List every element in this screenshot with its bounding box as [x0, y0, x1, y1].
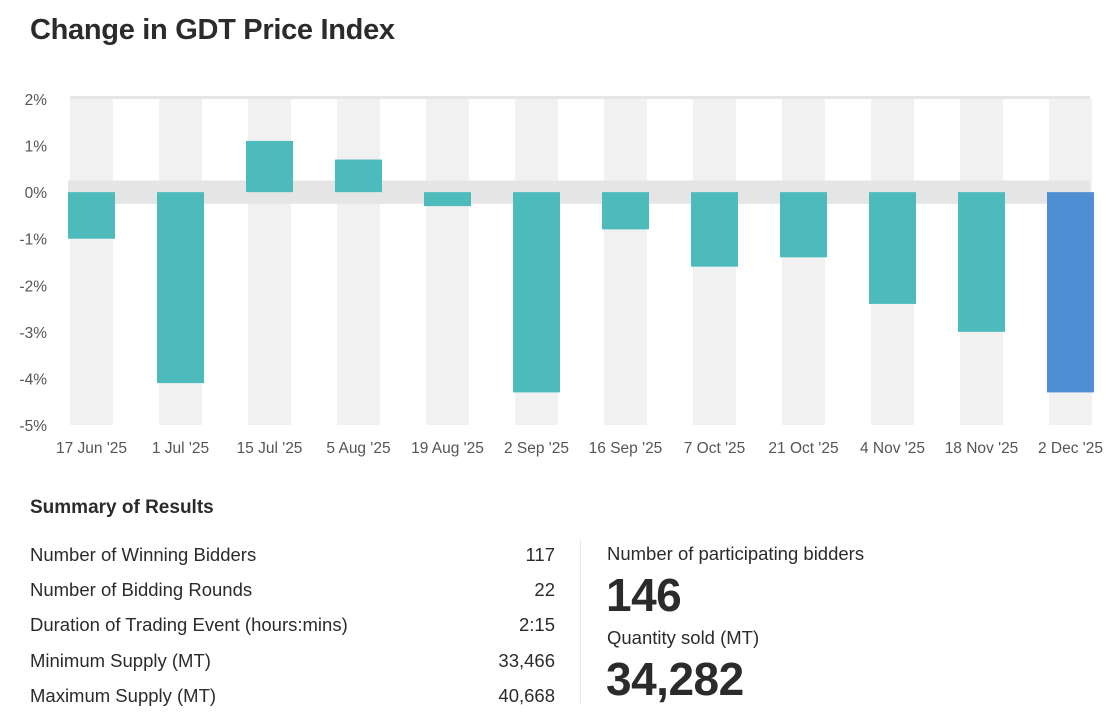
summary-row-winning-bidders: Number of Winning Bidders 117: [30, 544, 555, 566]
quantity-sold-label: Quantity sold (MT): [607, 627, 760, 648]
x-tick-label: 1 Jul '25: [152, 440, 209, 457]
row-label: Maximum Supply (MT): [30, 685, 217, 706]
x-tick-label: 15 Jul '25: [237, 440, 303, 457]
row-value: 40,668: [498, 685, 555, 706]
x-tick-label: 16 Sep '25: [589, 440, 663, 457]
x-tick-label: 17 Jun '25: [56, 440, 127, 457]
bar-10: [869, 192, 916, 304]
bar-8: [691, 192, 738, 267]
y-tick-label: -1%: [19, 232, 47, 249]
x-tick-label: 2 Sep '25: [504, 440, 569, 457]
y-tick-label: 0%: [25, 185, 48, 202]
chart-title: Change in GDT Price Index: [30, 14, 395, 46]
column-stripe: [782, 99, 825, 425]
bar-9: [780, 192, 827, 258]
x-tick-label: 19 Aug '25: [411, 440, 484, 457]
y-tick-label: 2%: [25, 92, 48, 109]
y-tick-label: -5%: [19, 418, 47, 435]
bar-4: [335, 159, 382, 193]
column-stripe: [426, 99, 469, 425]
bar-2: [157, 192, 204, 384]
bar-6: [513, 192, 560, 393]
summary-divider: [580, 540, 581, 705]
x-tick-label: 21 Oct '25: [768, 440, 838, 457]
bar-3: [246, 140, 293, 193]
y-tick-label: -4%: [19, 371, 47, 388]
x-tick-label: 2 Dec '25: [1038, 440, 1103, 457]
summary-title: Summary of Results: [30, 497, 214, 518]
row-label: Number of Bidding Rounds: [30, 579, 253, 600]
summary-row-min-supply: Minimum Supply (MT) 33,466: [30, 650, 555, 672]
bar-12: [1047, 192, 1094, 393]
x-tick-label: 4 Nov '25: [860, 440, 925, 457]
bar-5: [424, 192, 471, 207]
summary-row-duration: Duration of Trading Event (hours:mins) 2:…: [30, 614, 555, 636]
zero-band: [68, 180, 1090, 204]
x-tick-label: 5 Aug '25: [326, 440, 390, 457]
participating-bidders-value: 146: [606, 569, 682, 621]
column-stripe: [70, 99, 113, 425]
summary-row-max-supply: Maximum Supply (MT) 40,668: [30, 685, 555, 707]
summary-row-bidding-rounds: Number of Bidding Rounds 22: [30, 579, 555, 601]
row-label: Minimum Supply (MT): [30, 650, 211, 671]
bar-1: [68, 192, 115, 239]
row-label: Number of Winning Bidders: [30, 544, 257, 565]
top-gridline: [70, 96, 1090, 99]
y-tick-label: -3%: [19, 325, 47, 342]
y-tick-label: 1%: [25, 139, 48, 156]
y-tick-label: -2%: [19, 278, 47, 295]
participating-bidders-label: Number of participating bidders: [607, 543, 865, 564]
bar-7: [602, 192, 649, 230]
row-value: 2:15: [518, 614, 555, 635]
column-stripe: [604, 99, 647, 425]
row-value: 33,466: [498, 650, 555, 671]
row-value: 117: [525, 544, 556, 565]
quantity-sold-value: 34,282: [606, 653, 744, 705]
row-label: Duration of Trading Event (hours:mins): [30, 614, 348, 635]
price-index-bar-chart: 2% 1% 0% -1% -2% -3% -4% -5% 17 Jun '25 1 Jul '25…: [19, 92, 1103, 457]
column-stripe: [337, 99, 380, 425]
x-tick-label: 7 Oct '25: [684, 440, 746, 457]
x-tick-label: 18 Nov '25: [945, 440, 1019, 457]
row-value: 22: [534, 579, 555, 600]
bar-11: [958, 192, 1005, 332]
